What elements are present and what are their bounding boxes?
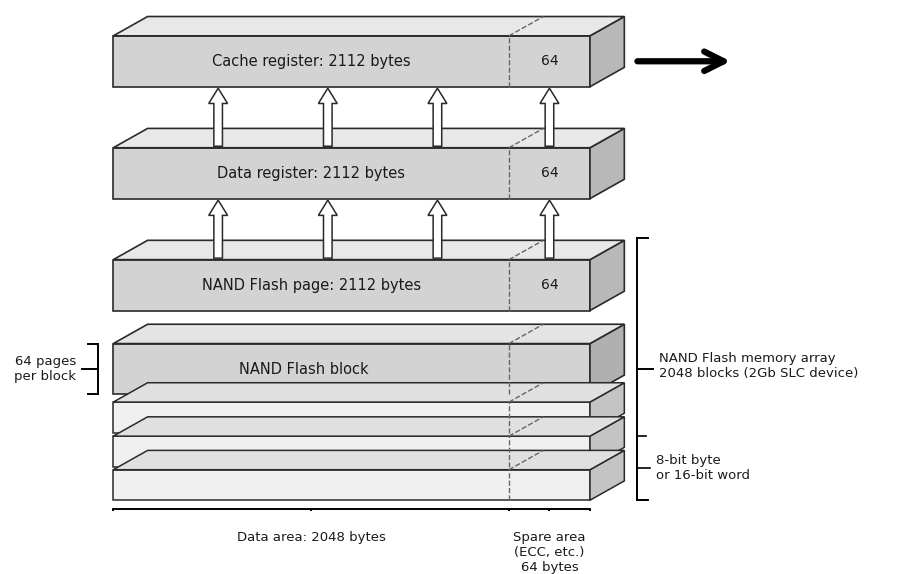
Polygon shape <box>114 402 590 433</box>
Polygon shape <box>114 129 624 148</box>
Polygon shape <box>114 148 590 199</box>
Polygon shape <box>590 383 624 433</box>
Polygon shape <box>318 88 337 146</box>
Text: Spare area
(ECC, etc.)
64 bytes: Spare area (ECC, etc.) 64 bytes <box>514 531 586 574</box>
Polygon shape <box>114 417 624 436</box>
Text: Cache register: 2112 bytes: Cache register: 2112 bytes <box>212 54 411 69</box>
Text: NAND Flash memory array
2048 blocks (2Gb SLC device): NAND Flash memory array 2048 blocks (2Gb… <box>659 352 858 381</box>
Polygon shape <box>114 241 624 259</box>
Polygon shape <box>540 200 559 258</box>
Text: 64: 64 <box>541 278 559 292</box>
Polygon shape <box>590 17 624 87</box>
Polygon shape <box>209 200 228 258</box>
Polygon shape <box>590 241 624 311</box>
Polygon shape <box>318 200 337 258</box>
Polygon shape <box>209 88 228 146</box>
Polygon shape <box>114 451 624 470</box>
Polygon shape <box>590 417 624 467</box>
Polygon shape <box>114 259 590 311</box>
Text: Data area: 2048 bytes: Data area: 2048 bytes <box>237 531 386 544</box>
Polygon shape <box>428 200 447 258</box>
Polygon shape <box>114 344 590 394</box>
Polygon shape <box>114 436 590 467</box>
Text: 64: 64 <box>541 166 559 180</box>
Text: NAND Flash block: NAND Flash block <box>239 362 369 377</box>
Text: 64: 64 <box>541 55 559 68</box>
Polygon shape <box>114 36 590 87</box>
Text: 64 pages
per block: 64 pages per block <box>14 355 77 383</box>
Polygon shape <box>114 470 590 500</box>
Polygon shape <box>428 88 447 146</box>
Text: Data register: 2112 bytes: Data register: 2112 bytes <box>217 166 405 181</box>
Polygon shape <box>590 324 624 394</box>
Text: 8-bit byte
or 16-bit word: 8-bit byte or 16-bit word <box>656 454 751 482</box>
Polygon shape <box>114 324 624 344</box>
Polygon shape <box>114 383 624 402</box>
Polygon shape <box>540 88 559 146</box>
Polygon shape <box>114 17 624 36</box>
Polygon shape <box>590 129 624 199</box>
Polygon shape <box>590 451 624 500</box>
Text: NAND Flash page: 2112 bytes: NAND Flash page: 2112 bytes <box>202 278 421 293</box>
